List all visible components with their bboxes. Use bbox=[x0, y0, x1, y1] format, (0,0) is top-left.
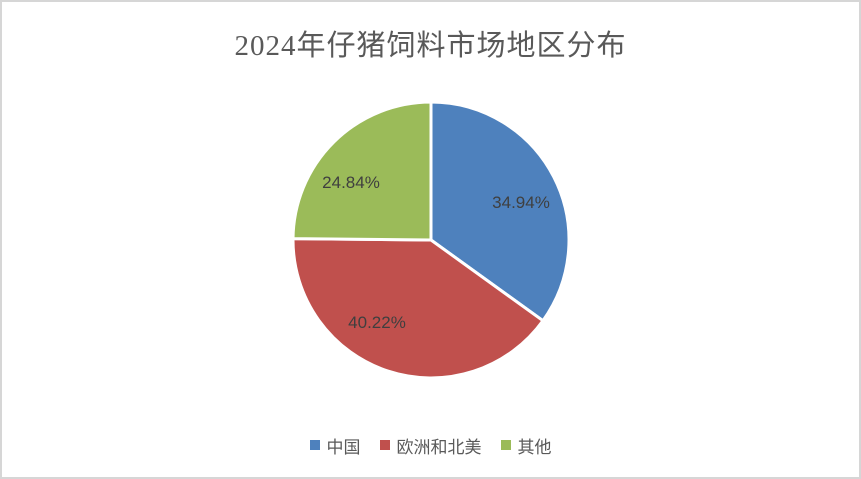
legend-label-china: 中国 bbox=[326, 437, 361, 457]
legend-label-other: 其他 bbox=[517, 437, 552, 457]
legend-marker-other-icon bbox=[500, 440, 511, 450]
legend-item-china[interactable]: 中国 bbox=[309, 435, 361, 457]
legend-label-europe-north-america: 欧洲和北美 bbox=[396, 437, 482, 457]
data-label-europe-north-america: 40.22% bbox=[348, 313, 406, 332]
legend-marker-europe-north-america-icon bbox=[379, 440, 390, 450]
chart-title: 2024年仔猪饲料市场地区分布 bbox=[234, 30, 627, 62]
pie-slice-1[interactable] bbox=[291, 237, 545, 380]
legend-item-other[interactable]: 其他 bbox=[500, 435, 552, 457]
legend-marker-china-icon bbox=[309, 440, 320, 450]
pie-slice-0[interactable] bbox=[429, 100, 571, 323]
pie-slice-2[interactable] bbox=[291, 100, 433, 242]
data-label-china: 34.94% bbox=[492, 193, 550, 212]
data-label-other: 24.84% bbox=[322, 173, 380, 192]
legend-item-europe-north-america[interactable]: 欧洲和北美 bbox=[379, 435, 482, 457]
pie-chart bbox=[291, 100, 571, 380]
legend: 中国 欧洲和北美 其他 bbox=[2, 435, 859, 457]
